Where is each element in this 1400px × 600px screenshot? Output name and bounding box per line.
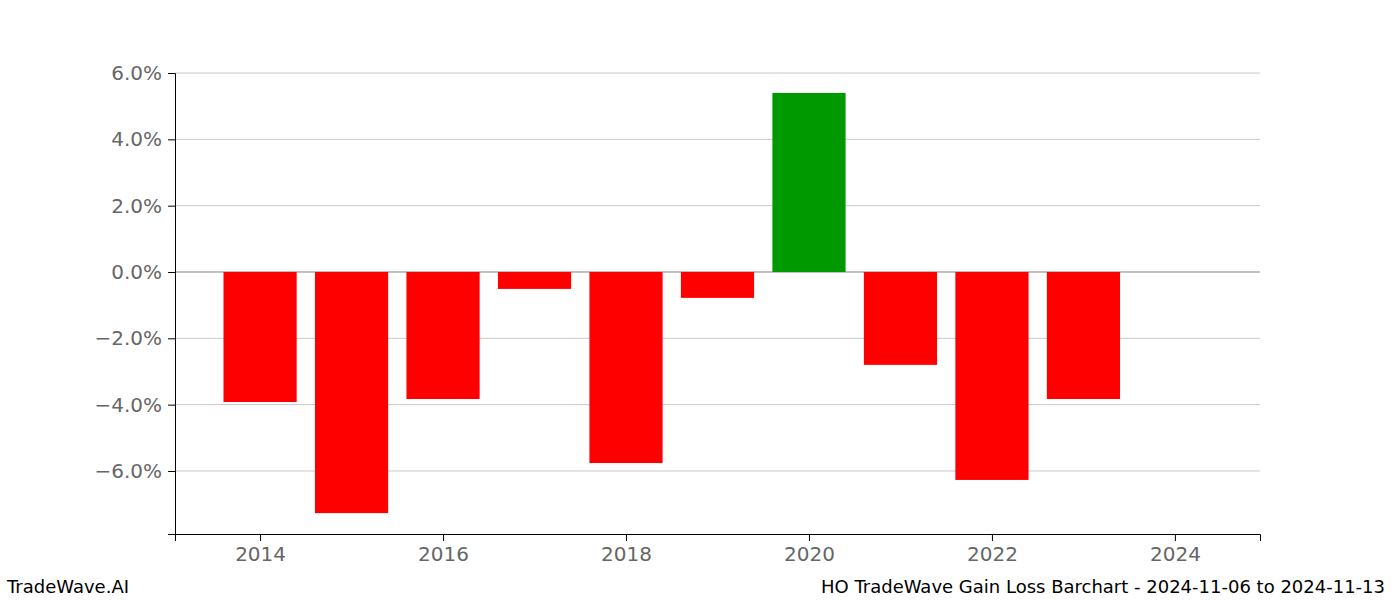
y-tick-label: −6.0%	[94, 459, 162, 483]
x-tick-label: 2024	[1150, 542, 1201, 566]
y-tick: 2.0%	[111, 194, 175, 218]
bar	[406, 272, 479, 399]
y-axis: −6.0% −4.0% −2.0% 0.0% 2.0% 4.0% 6.0%	[94, 61, 175, 535]
y-tick: 0.0%	[111, 260, 175, 284]
x-tick-mark	[260, 534, 261, 541]
bar	[681, 272, 754, 298]
bar	[315, 272, 388, 513]
x-tick-label: 2018	[601, 542, 652, 566]
y-tick-mark	[168, 338, 175, 339]
chart: −6.0%−4.0%−2.0%0.0%2.0%4.0%6.0%201420162…	[0, 0, 1400, 600]
x-tick-mark	[1175, 534, 1176, 541]
x-tick-mark	[443, 534, 444, 541]
x-tick-label: 2016	[418, 542, 469, 566]
x-tick: 2018	[601, 534, 652, 566]
x-tick-mark	[809, 534, 810, 541]
y-tick-mark	[168, 471, 175, 472]
grid-line	[175, 139, 1260, 140]
y-tick-label: 4.0%	[111, 127, 162, 151]
y-tick-label: 0.0%	[111, 260, 162, 284]
x-tick-mark	[992, 534, 993, 541]
x-axis-line	[176, 535, 1261, 542]
x-tick-label: 2022	[967, 542, 1018, 566]
y-tick-mark	[168, 139, 175, 140]
y-tick-mark	[168, 405, 175, 406]
bar	[498, 272, 571, 289]
y-axis-line	[168, 74, 176, 535]
y-tick-label: −2.0%	[94, 326, 162, 350]
bars	[223, 93, 1120, 513]
y-tick-label: 2.0%	[111, 194, 162, 218]
footer-text: HO TradeWave Gain Loss Barchart - 2024-1…	[821, 576, 1385, 597]
y-tick-mark	[168, 272, 175, 273]
x-tick: 2024	[1150, 534, 1201, 566]
x-axis: 2014 2016 2018 2020 2022 2024	[176, 534, 1261, 566]
bar	[1047, 272, 1120, 399]
x-tick: 2016	[418, 534, 469, 566]
y-tick-label: −4.0%	[94, 393, 162, 417]
y-tick: 6.0%	[111, 61, 175, 85]
x-tick: 2020	[784, 534, 835, 566]
y-tick-mark	[168, 206, 175, 207]
y-tick-label: 6.0%	[111, 61, 162, 85]
bar	[955, 272, 1028, 480]
bar	[864, 272, 937, 365]
y-tick: −2.0%	[94, 326, 175, 350]
x-tick: 2022	[967, 534, 1018, 566]
grid-line	[175, 73, 1260, 74]
y-tick-mark	[168, 73, 175, 74]
bar	[772, 93, 845, 272]
grid-line	[175, 205, 1260, 206]
footer-text: TradeWave.AI	[6, 576, 129, 597]
bar	[223, 272, 296, 402]
x-tick-mark	[626, 534, 627, 541]
bar	[589, 272, 662, 463]
y-tick: −4.0%	[94, 393, 175, 417]
y-tick: 4.0%	[111, 127, 175, 151]
x-tick-label: 2020	[784, 542, 835, 566]
x-tick-label: 2014	[235, 542, 286, 566]
y-tick: −6.0%	[94, 459, 175, 483]
plot: −6.0%−4.0%−2.0%0.0%2.0%4.0%6.0%201420162…	[94, 61, 1260, 566]
x-tick: 2014	[235, 534, 286, 566]
